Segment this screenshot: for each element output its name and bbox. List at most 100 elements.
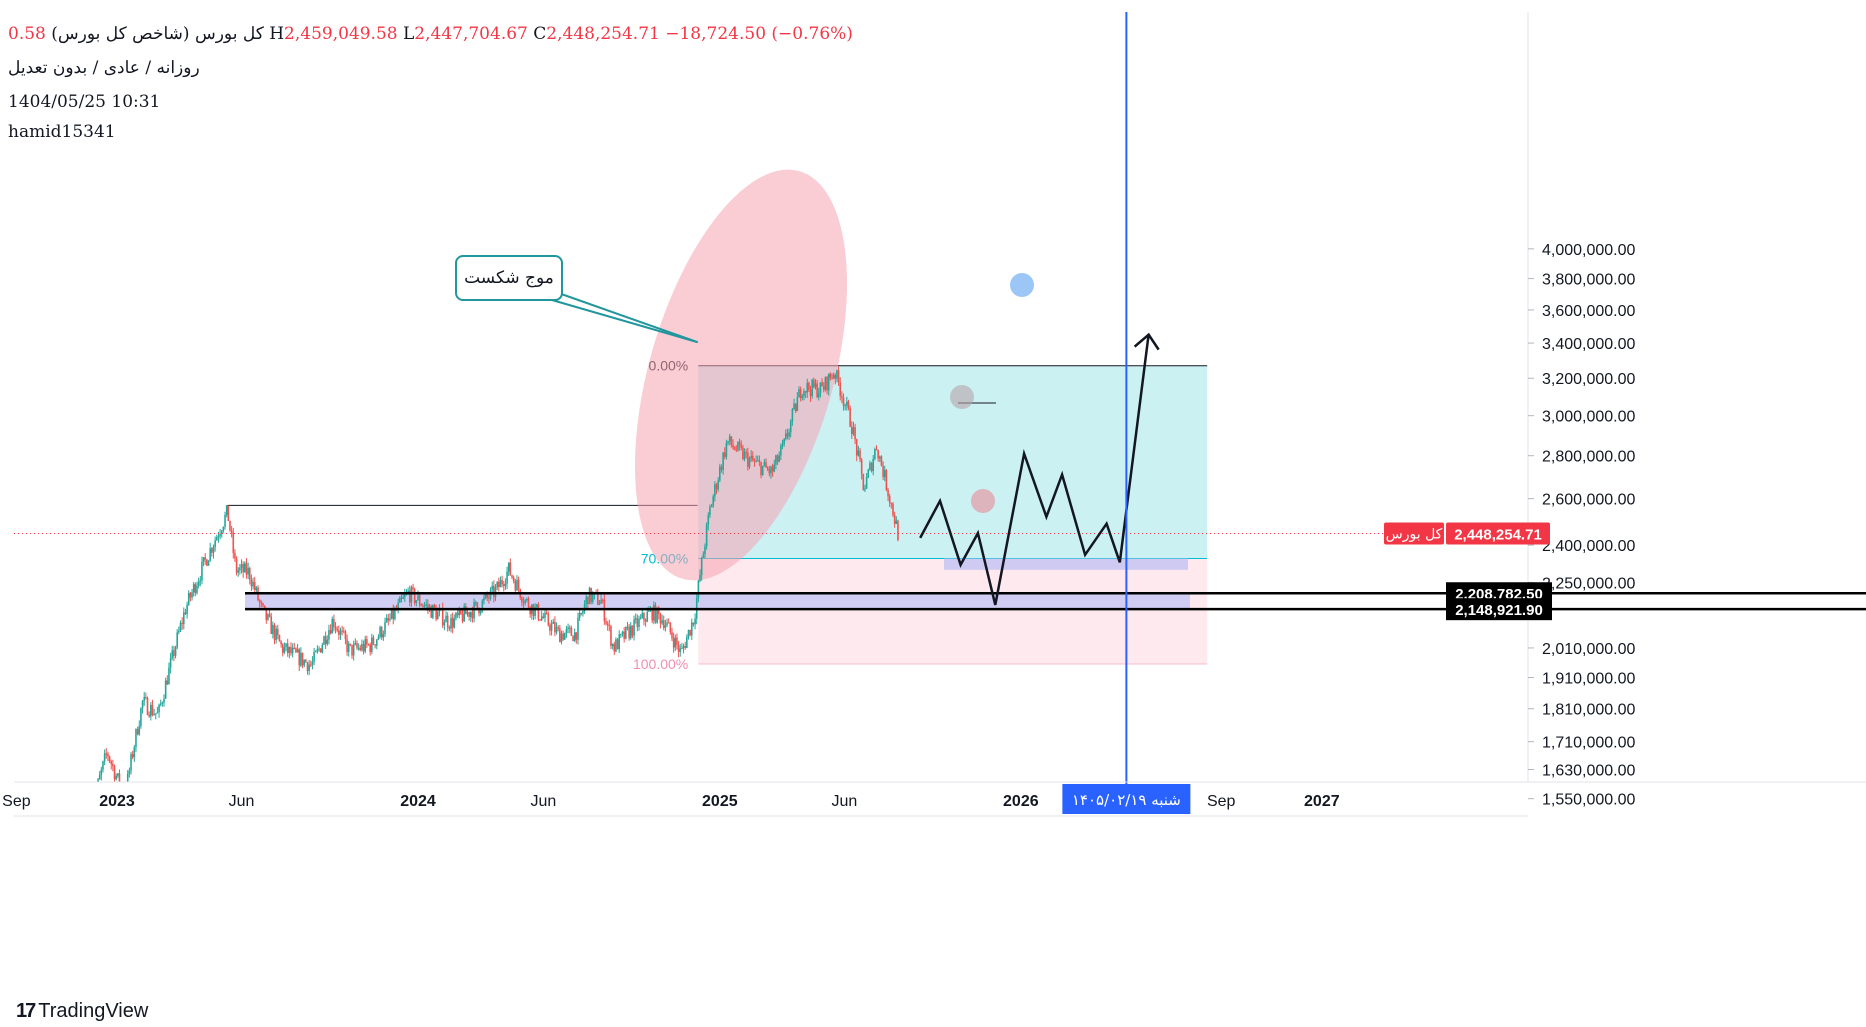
candle-body [493,585,495,598]
candle [554,616,556,637]
candle [700,556,703,581]
candle [756,455,759,462]
candle [846,396,848,411]
high-label: H [269,24,285,44]
candle [771,463,774,477]
candle-body [813,379,815,388]
candle [526,597,528,603]
candle [826,375,828,395]
candle-body [715,484,718,490]
candle [326,635,329,646]
candle-body [237,570,240,573]
candle [224,511,226,530]
candle [247,562,249,580]
candle-body [733,447,736,450]
candle-body [742,447,744,460]
candle [608,619,611,632]
candle-body [501,580,503,585]
candle-body [169,657,172,668]
candle-body [758,460,761,463]
price-tick-label: 2,800,000.00 [1542,449,1636,466]
candle [479,610,482,616]
candle [689,629,691,637]
candle [352,640,355,661]
candle [720,464,723,473]
candle [334,622,337,634]
candle [182,607,185,630]
candle [697,579,700,603]
candle-body [799,389,802,399]
time-tick-label: 2025 [702,793,738,810]
candle [869,460,871,471]
low-value: 2,447,704.67 [414,24,528,44]
candle-body [486,593,489,598]
candle [338,625,340,640]
candle [427,599,429,615]
candle-body [860,459,863,474]
candle [357,643,360,651]
candle-body [399,597,401,603]
candle-body [870,463,873,472]
candle-body [390,609,393,619]
candle [565,625,568,638]
candle-body [638,618,640,627]
candle-body [725,442,728,457]
candle-body [410,587,413,603]
candle-body [633,619,635,636]
candle-body [367,644,370,646]
candle-body [354,642,357,645]
candle-body [242,564,244,573]
candle [244,561,246,573]
callout-text: موج شکست [464,268,554,288]
candle-body [333,618,335,628]
candle-body [550,623,553,631]
candle-body [153,713,155,715]
candle [808,381,810,392]
candle-body [105,753,108,755]
candle [192,582,195,597]
candle [600,594,602,604]
candle [293,642,296,650]
candle-body [748,458,751,467]
candle-body [103,753,106,762]
candle-body [697,580,700,598]
candle-body [453,618,456,628]
candle-body [656,607,658,623]
candle-body [387,618,390,621]
candle-body [211,548,213,553]
candle [732,439,734,450]
candle [456,610,459,618]
candle [286,638,289,657]
candle-body [176,632,178,648]
candle-body [686,636,688,649]
candle-body [557,627,559,629]
tradingview-logo[interactable]: 17 TradingView [16,1000,148,1023]
fib-zone-lower [698,558,1208,665]
candle-body [305,660,307,663]
candle [788,428,790,441]
candle-body [854,427,856,440]
candle-body [415,600,418,604]
candle-body [248,568,251,580]
candle-body [209,548,211,561]
callout-box[interactable] [455,255,563,301]
candle-body [286,643,289,653]
candle [173,645,175,662]
candle-body [272,625,274,635]
candle-body [747,452,749,467]
cursor-date-label: شنبه ۱۴۰۵/۰۲/۱۹ [1072,791,1181,809]
candle [709,504,711,518]
candle [577,612,579,645]
candle [387,613,390,626]
candle [392,604,395,625]
candle-body [664,625,667,628]
candle-body [288,647,291,653]
candle-body [625,626,627,639]
candle-body [346,639,348,652]
candle-body [763,462,766,466]
candle [499,576,502,588]
candle [540,610,543,622]
candle [239,564,241,575]
candle [145,692,147,700]
